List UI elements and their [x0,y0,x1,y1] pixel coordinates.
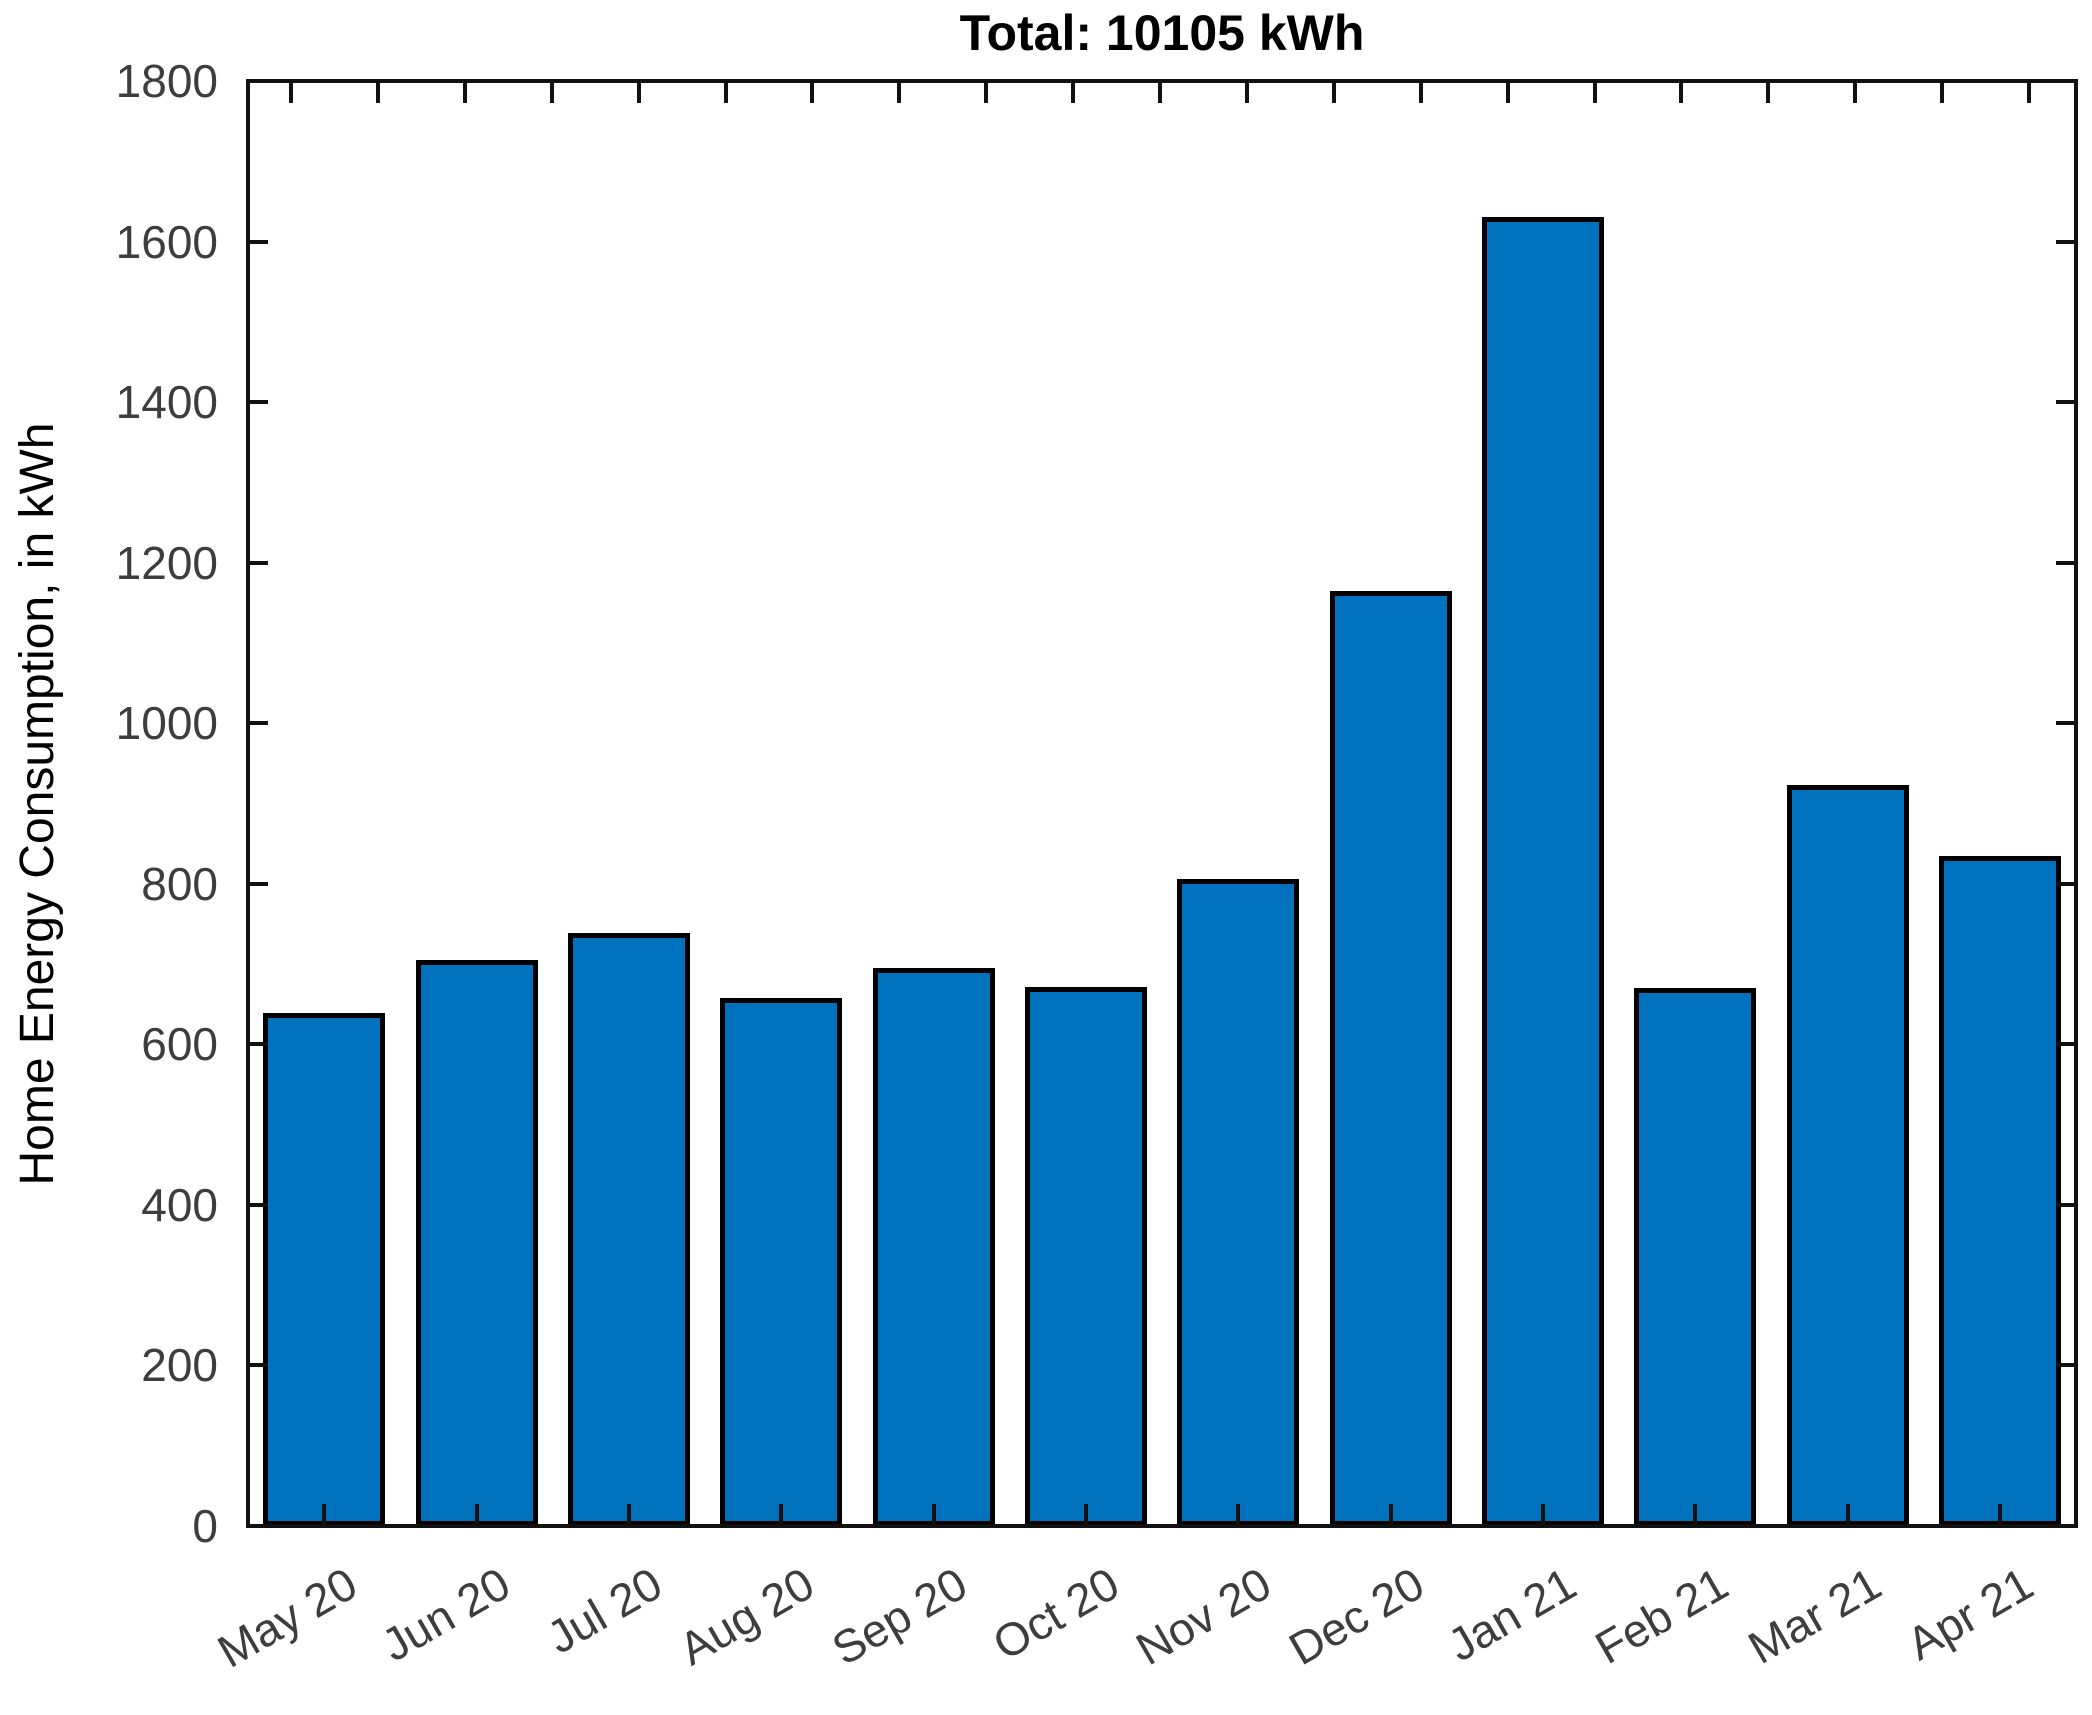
y-tick-label: 1000 [115,697,218,750]
x-tick-top [375,83,380,103]
bar-jun-20 [415,959,538,1526]
y-tick-right [2056,79,2076,83]
chart-title: Total: 10105 kWh [959,5,1365,61]
y-tick-label: 1400 [115,376,218,429]
x-tick-top [636,83,641,103]
x-tick-top [1331,83,1336,103]
x-tick-top [1158,83,1162,103]
x-tick-bottom [322,1504,327,1524]
x-tick-bottom [931,1504,936,1524]
y-tick-left [248,560,268,565]
x-tick-bottom [1388,1504,1393,1524]
x-tick-top [1940,83,1945,103]
y-tick-label: 400 [141,1178,218,1231]
x-tick-top [810,83,815,103]
y-tick-label: 1200 [115,536,218,589]
x-tick-bottom [1997,1504,2002,1524]
x-tick-bottom [1693,1504,1698,1524]
x-tick-bottom [1845,1504,1850,1524]
y-tick-label: 0 [192,1500,218,1552]
y-tick-left [248,79,268,83]
y-tick-left [248,881,268,886]
y-tick-right [2056,560,2076,565]
y-tick-left [248,1524,268,1528]
x-tick-top [549,83,554,103]
y-tick-label: 1600 [115,215,218,268]
x-tick-bottom [626,1504,631,1524]
x-tick-bottom [1236,1504,1241,1524]
x-tick-top [1766,83,1771,103]
bar-may-20 [263,1013,386,1526]
bar-sep-20 [872,968,995,1526]
x-tick-top [1418,83,1423,103]
x-tick-top [462,83,467,103]
y-tick-right [2056,239,2076,244]
y-tick-left [248,1202,268,1207]
x-tick-bottom [779,1504,784,1524]
bar-jan-21 [1481,217,1604,1526]
x-tick-bottom [1540,1504,1545,1524]
y-tick-left [248,1042,268,1047]
y-tick-label: 800 [141,857,218,910]
y-tick-label: 1800 [115,55,218,107]
y-tick-right [2056,721,2076,726]
bar-dec-20 [1329,591,1452,1526]
bar-feb-21 [1634,987,1757,1526]
x-tick-bottom [474,1504,479,1524]
x-tick-top [1071,83,1076,103]
y-tick-right [2056,881,2076,886]
y-tick-right [2056,1202,2076,1207]
bar-nov-20 [1177,878,1300,1526]
y-tick-right [2056,1363,2076,1368]
x-tick-top [1505,83,1510,103]
x-tick-top [2027,83,2031,103]
y-tick-left [248,400,268,405]
y-tick-right [2056,1524,2076,1528]
bar-apr-21 [1938,856,2061,1526]
y-tick-right [2056,400,2076,405]
bar-jul-20 [567,933,690,1526]
y-tick-left [248,239,268,244]
y-tick-left [248,721,268,726]
bar-oct-20 [1024,986,1147,1526]
x-tick-top [289,83,293,103]
x-tick-top [1853,83,1858,103]
x-tick-bottom [1083,1504,1088,1524]
x-tick-top [984,83,989,103]
x-tick-top [1679,83,1684,103]
x-tick-top [723,83,728,103]
x-tick-top [1244,83,1249,103]
y-tick-label: 600 [141,1018,218,1071]
bar-aug-20 [720,998,843,1526]
y-tick-left [248,1363,268,1368]
y-tick-label: 200 [141,1339,218,1392]
bar-mar-21 [1786,785,1909,1526]
x-tick-top [897,83,902,103]
x-tick-top [1592,83,1597,103]
y-tick-right [2056,1042,2076,1047]
